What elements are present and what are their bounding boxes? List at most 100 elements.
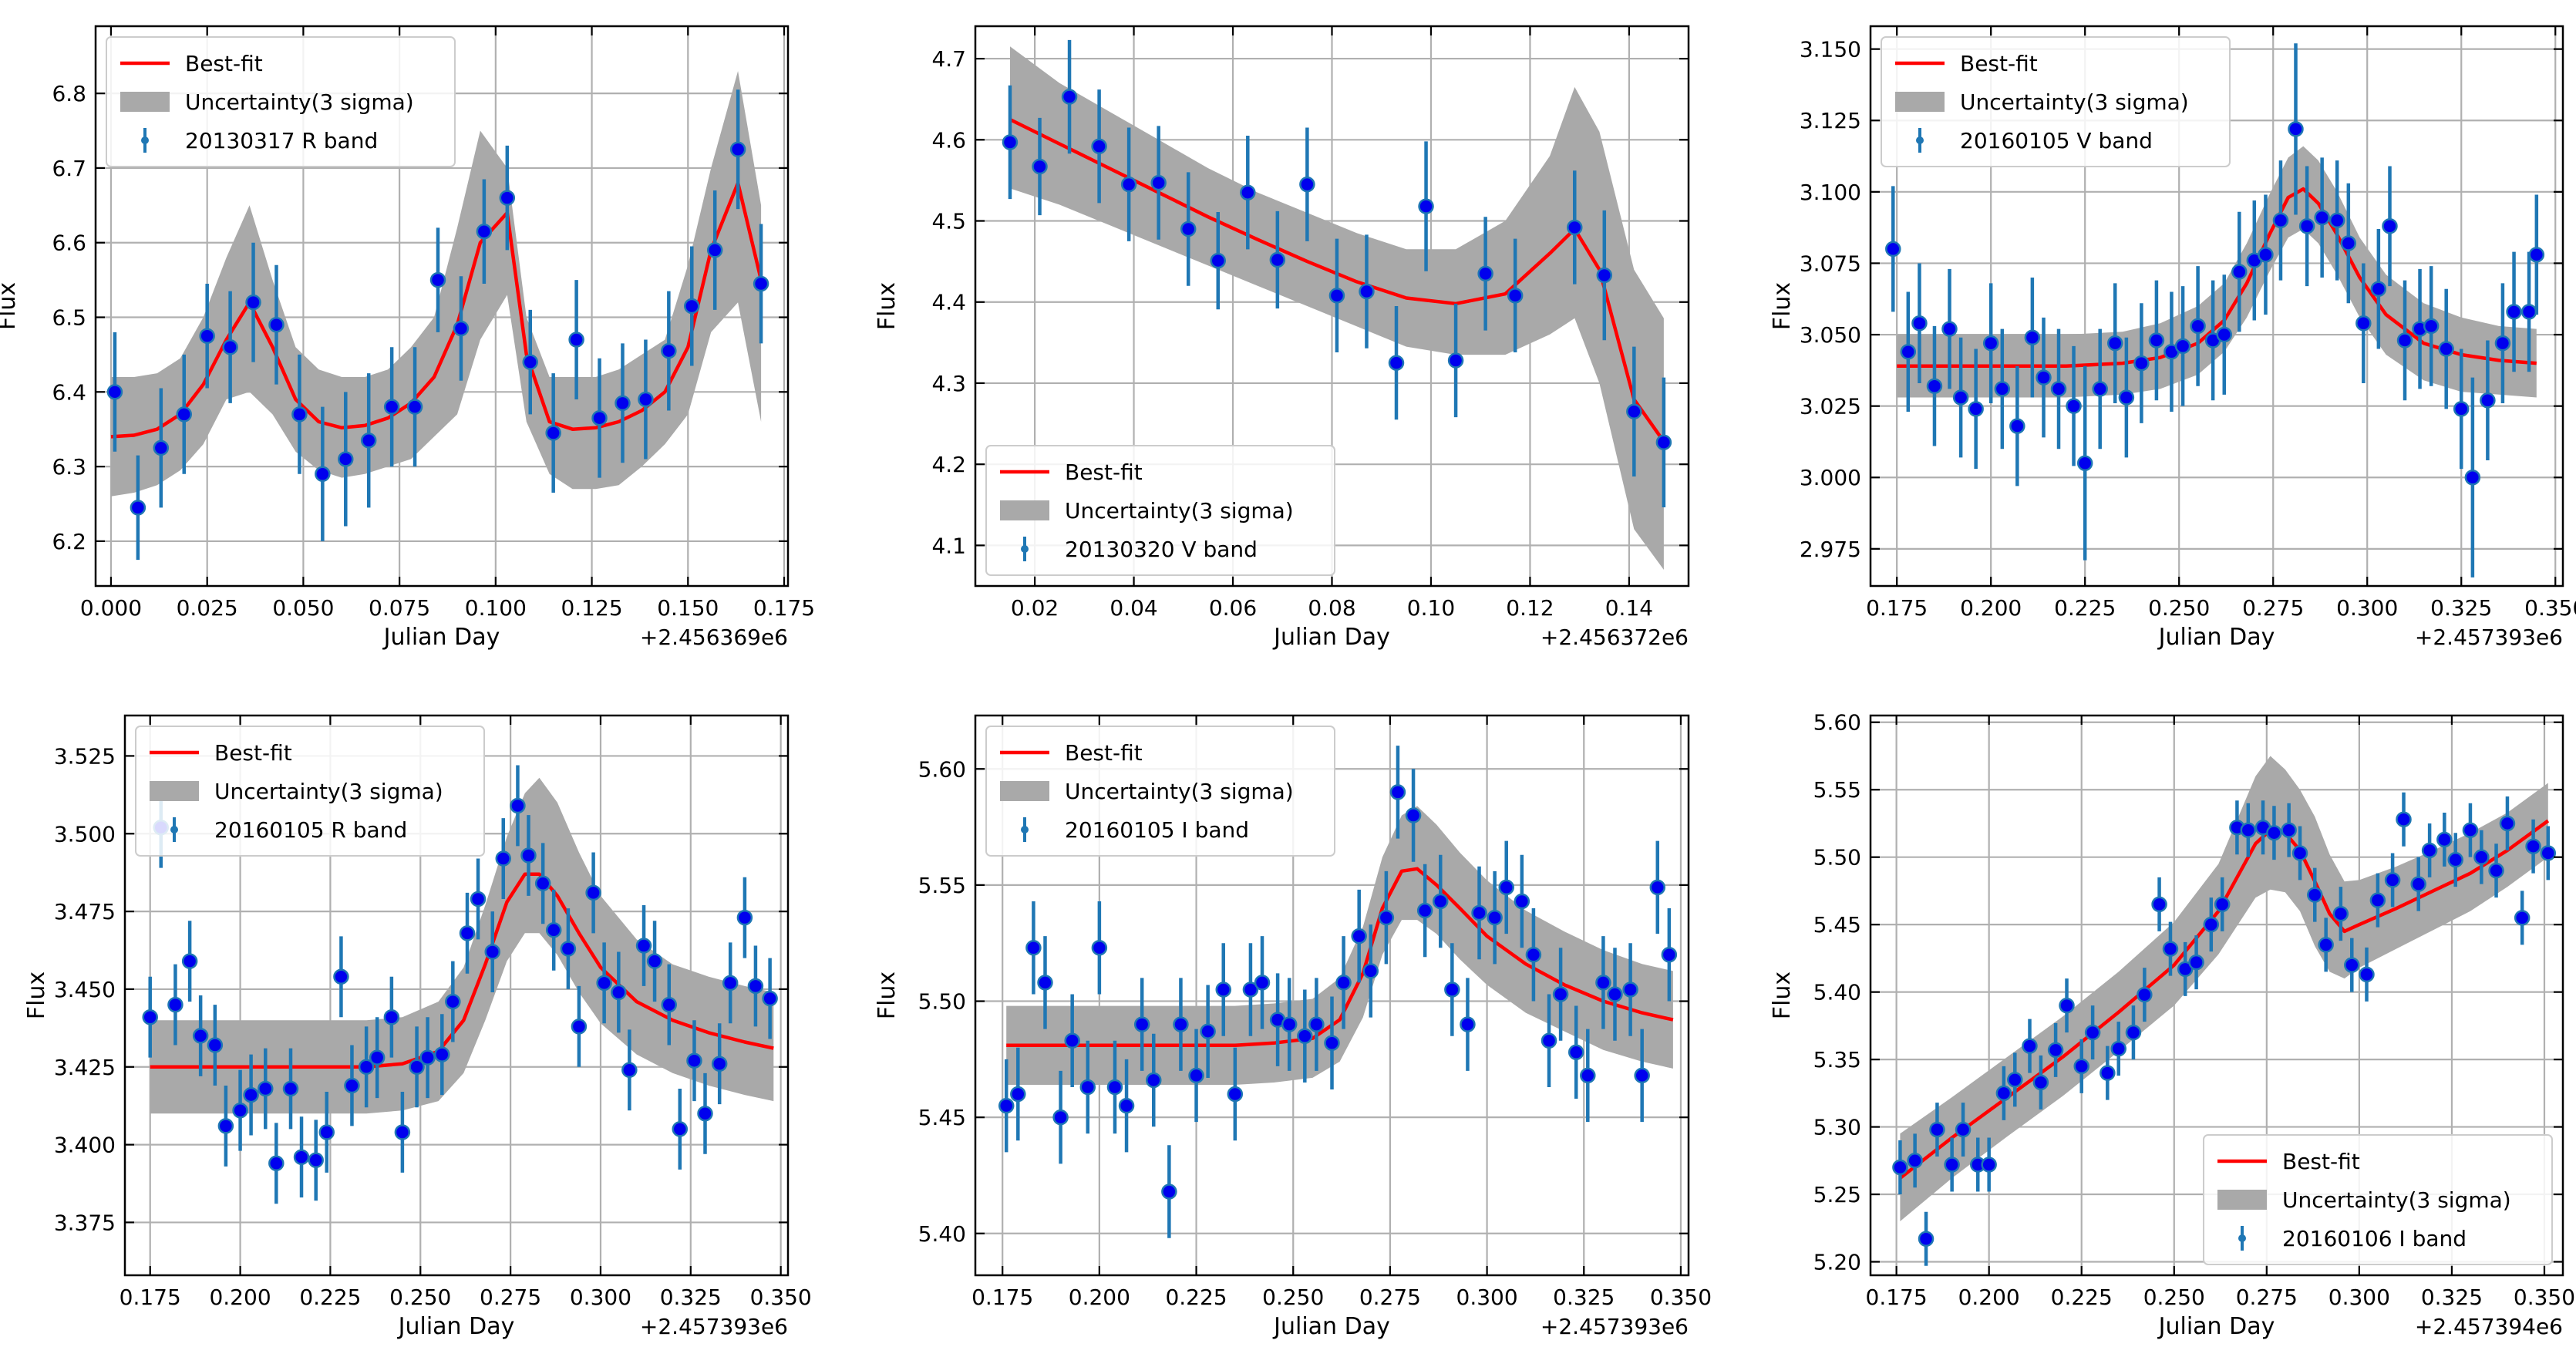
y-tick-label: 3.000 <box>1800 465 1861 490</box>
data-point <box>1335 975 1352 991</box>
legend-entry: Best-fit <box>1065 460 1143 485</box>
data-point <box>998 1097 1015 1114</box>
data-point <box>333 968 349 985</box>
data-point <box>268 316 285 333</box>
x-offset-label: +2.457393e6 <box>640 1314 788 1339</box>
x-tick-label: 0.225 <box>2051 1285 2113 1310</box>
data-point <box>383 1008 400 1025</box>
data-point <box>1655 434 1672 451</box>
data-point <box>2125 1024 2142 1041</box>
data-point <box>1200 1023 1216 1039</box>
x-tick-label: 0.075 <box>369 595 430 621</box>
data-point <box>167 996 184 1013</box>
y-tick-label: 5.30 <box>1813 1115 1861 1140</box>
legend-entry: Uncertainty(3 sigma) <box>214 779 443 804</box>
data-point <box>2355 315 2372 332</box>
data-point <box>2272 212 2289 229</box>
y-tick-label: 4.4 <box>931 290 966 315</box>
chart-panel-1: 0.000 0.025 0.050 0.075 0.100 0.125 0.150 0.175… <box>0 25 815 651</box>
data-point <box>568 332 584 348</box>
x-tick-label: 0.325 <box>2421 1285 2483 1310</box>
data-point <box>1378 909 1395 926</box>
data-point <box>2499 815 2516 832</box>
data-point <box>684 298 700 315</box>
data-point <box>2118 389 2135 406</box>
uncertainty-band <box>1900 756 2548 1221</box>
data-point <box>762 990 778 1007</box>
data-point <box>2110 1040 2126 1057</box>
data-point <box>2092 381 2108 397</box>
data-point <box>1061 89 1078 105</box>
legend: Best-fit Uncertainty(3 sigma) 20130320 V b… <box>985 445 1335 576</box>
data-point <box>2100 1065 2116 1081</box>
data-point <box>2258 247 2274 263</box>
data-point <box>1444 982 1460 998</box>
legend-swatch-marker <box>2238 1234 2246 1242</box>
data-point <box>1161 1184 1177 1200</box>
y-tick-label: 3.375 <box>54 1210 116 1235</box>
y-tick-label: 5.50 <box>918 989 966 1015</box>
data-point <box>1498 879 1514 896</box>
legend-swatch-marker <box>170 826 178 833</box>
uncertainty-band <box>1897 146 2537 398</box>
data-point <box>2174 338 2191 355</box>
data-point <box>2137 986 2153 1003</box>
x-axis-label: Julian Day <box>397 1313 515 1340</box>
data-point <box>2514 910 2531 926</box>
data-point <box>672 1121 689 1137</box>
x-tick-label: 0.08 <box>1308 595 1355 621</box>
data-point <box>2528 247 2545 263</box>
legend-box <box>106 36 456 167</box>
data-point <box>476 223 493 240</box>
y-tick-label: 3.100 <box>1800 180 1861 205</box>
data-point <box>2340 235 2357 251</box>
data-point <box>1240 184 1256 200</box>
data-point <box>495 850 512 867</box>
data-point <box>315 466 331 483</box>
legend-swatch-band <box>1000 781 1049 801</box>
x-tick-label: 0.12 <box>1506 595 1554 621</box>
legend-box <box>985 445 1335 576</box>
y-tick-label: 6.3 <box>52 454 86 480</box>
x-tick-label: 0.300 <box>2329 1285 2390 1310</box>
y-tick-label: 3.525 <box>54 743 116 769</box>
y-tick-label: 5.35 <box>1813 1047 1861 1072</box>
data-point <box>1994 381 2011 397</box>
data-point <box>2148 332 2165 349</box>
y-tick-label: 3.500 <box>54 821 116 847</box>
y-tick-label: 3.025 <box>1800 394 1861 419</box>
x-tick-label: 0.300 <box>570 1285 631 1310</box>
data-point <box>1552 986 1569 1002</box>
data-point <box>1514 893 1530 910</box>
legend-swatch-band <box>120 92 170 112</box>
data-point <box>358 1059 375 1076</box>
data-point <box>2421 842 2438 859</box>
legend-entry: 20130317 R band <box>185 128 378 153</box>
data-point <box>1626 403 1642 420</box>
data-point <box>2423 318 2440 335</box>
data-point <box>1188 1067 1204 1084</box>
data-point <box>2314 209 2330 226</box>
x-tick-label: 0.04 <box>1110 595 1157 621</box>
data-point <box>459 925 476 941</box>
data-point <box>499 190 516 206</box>
x-tick-label: 0.02 <box>1011 595 1059 621</box>
data-point <box>1052 1109 1069 1126</box>
y-tick-label: 6.8 <box>52 81 86 106</box>
data-point <box>245 294 261 311</box>
data-point <box>560 941 577 957</box>
data-point <box>1541 1032 1557 1049</box>
x-tick-label: 0.275 <box>1359 1285 1421 1310</box>
data-point <box>291 406 308 423</box>
data-point <box>2396 332 2413 349</box>
data-point <box>753 275 769 292</box>
y-axis-label: Flux <box>1769 971 1796 1019</box>
data-point <box>2488 862 2504 879</box>
x-offset-label: +2.456372e6 <box>1541 625 1689 650</box>
y-axis-label: Flux <box>23 971 50 1019</box>
data-point <box>1952 389 1969 406</box>
data-point <box>621 1062 638 1079</box>
y-axis-label: Flux <box>874 971 901 1019</box>
data-point <box>199 328 215 344</box>
data-point <box>1892 1159 1908 1176</box>
